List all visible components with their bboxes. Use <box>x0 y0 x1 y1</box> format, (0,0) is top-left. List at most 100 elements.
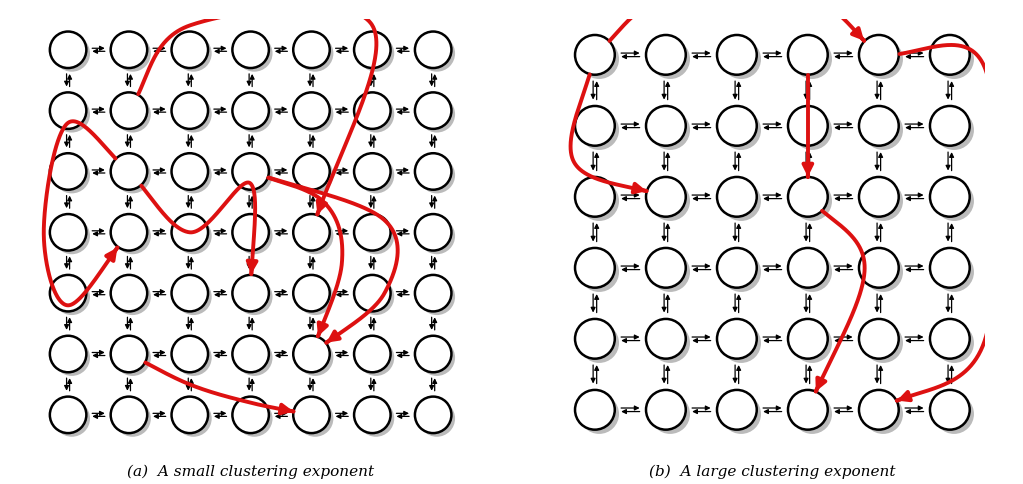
Circle shape <box>651 39 691 79</box>
Circle shape <box>354 214 391 251</box>
Circle shape <box>934 181 974 221</box>
Circle shape <box>418 157 455 194</box>
Circle shape <box>50 214 86 251</box>
Circle shape <box>579 394 619 434</box>
Circle shape <box>863 252 903 292</box>
Circle shape <box>721 394 761 434</box>
Text: (a)  A small clustering exponent: (a) A small clustering exponent <box>127 465 374 479</box>
Circle shape <box>115 218 150 254</box>
Circle shape <box>297 218 333 254</box>
Circle shape <box>930 177 970 217</box>
Circle shape <box>788 390 828 430</box>
Circle shape <box>110 214 147 251</box>
Circle shape <box>354 153 391 190</box>
Circle shape <box>646 35 685 75</box>
Circle shape <box>575 319 615 359</box>
Circle shape <box>53 218 90 254</box>
Circle shape <box>579 181 619 221</box>
Circle shape <box>646 177 685 217</box>
Circle shape <box>930 319 970 359</box>
Circle shape <box>418 279 455 315</box>
Circle shape <box>792 323 832 363</box>
Circle shape <box>110 153 147 190</box>
Circle shape <box>646 106 685 146</box>
Circle shape <box>115 279 150 315</box>
Circle shape <box>115 96 150 133</box>
Circle shape <box>236 35 272 72</box>
Circle shape <box>930 106 970 146</box>
Circle shape <box>172 92 208 129</box>
Circle shape <box>792 394 832 434</box>
Circle shape <box>110 275 147 311</box>
Circle shape <box>172 336 208 372</box>
Circle shape <box>646 319 685 359</box>
Circle shape <box>579 39 619 79</box>
Circle shape <box>294 275 329 311</box>
Circle shape <box>53 339 90 376</box>
Circle shape <box>297 96 333 133</box>
Circle shape <box>721 110 761 150</box>
Circle shape <box>651 323 691 363</box>
Circle shape <box>859 35 899 75</box>
Circle shape <box>575 390 615 430</box>
Circle shape <box>232 396 269 433</box>
Circle shape <box>788 319 828 359</box>
Circle shape <box>294 336 329 372</box>
Circle shape <box>294 31 329 68</box>
Circle shape <box>53 279 90 315</box>
Circle shape <box>415 336 451 372</box>
Circle shape <box>175 400 212 437</box>
Circle shape <box>717 177 757 217</box>
Circle shape <box>236 218 272 254</box>
Circle shape <box>930 390 970 430</box>
Circle shape <box>53 96 90 133</box>
Circle shape <box>792 110 832 150</box>
Circle shape <box>297 35 333 72</box>
Circle shape <box>50 275 86 311</box>
Text: (b)  A large clustering exponent: (b) A large clustering exponent <box>650 465 895 479</box>
Circle shape <box>859 248 899 287</box>
Circle shape <box>415 214 451 251</box>
Circle shape <box>651 252 691 292</box>
Circle shape <box>934 110 974 150</box>
Circle shape <box>859 319 899 359</box>
Circle shape <box>294 92 329 129</box>
Circle shape <box>50 396 86 433</box>
Circle shape <box>792 252 832 292</box>
Circle shape <box>792 39 832 79</box>
Circle shape <box>788 106 828 146</box>
Circle shape <box>175 279 212 315</box>
Circle shape <box>792 181 832 221</box>
Circle shape <box>354 336 391 372</box>
Circle shape <box>53 400 90 437</box>
Circle shape <box>863 39 903 79</box>
Circle shape <box>651 181 691 221</box>
Circle shape <box>172 275 208 311</box>
Circle shape <box>934 394 974 434</box>
Circle shape <box>172 31 208 68</box>
Circle shape <box>934 252 974 292</box>
Circle shape <box>863 181 903 221</box>
Circle shape <box>863 394 903 434</box>
Circle shape <box>721 181 761 221</box>
Circle shape <box>50 92 86 129</box>
Circle shape <box>717 390 757 430</box>
Circle shape <box>50 153 86 190</box>
Circle shape <box>717 35 757 75</box>
Circle shape <box>863 110 903 150</box>
Circle shape <box>575 106 615 146</box>
Circle shape <box>50 31 86 68</box>
Circle shape <box>354 31 391 68</box>
Circle shape <box>358 157 394 194</box>
Circle shape <box>418 400 455 437</box>
Circle shape <box>646 390 685 430</box>
Circle shape <box>236 279 272 315</box>
Circle shape <box>415 396 451 433</box>
Circle shape <box>172 214 208 251</box>
Circle shape <box>863 323 903 363</box>
Circle shape <box>717 319 757 359</box>
Circle shape <box>294 153 329 190</box>
Circle shape <box>110 396 147 433</box>
Circle shape <box>788 35 828 75</box>
Circle shape <box>175 339 212 376</box>
